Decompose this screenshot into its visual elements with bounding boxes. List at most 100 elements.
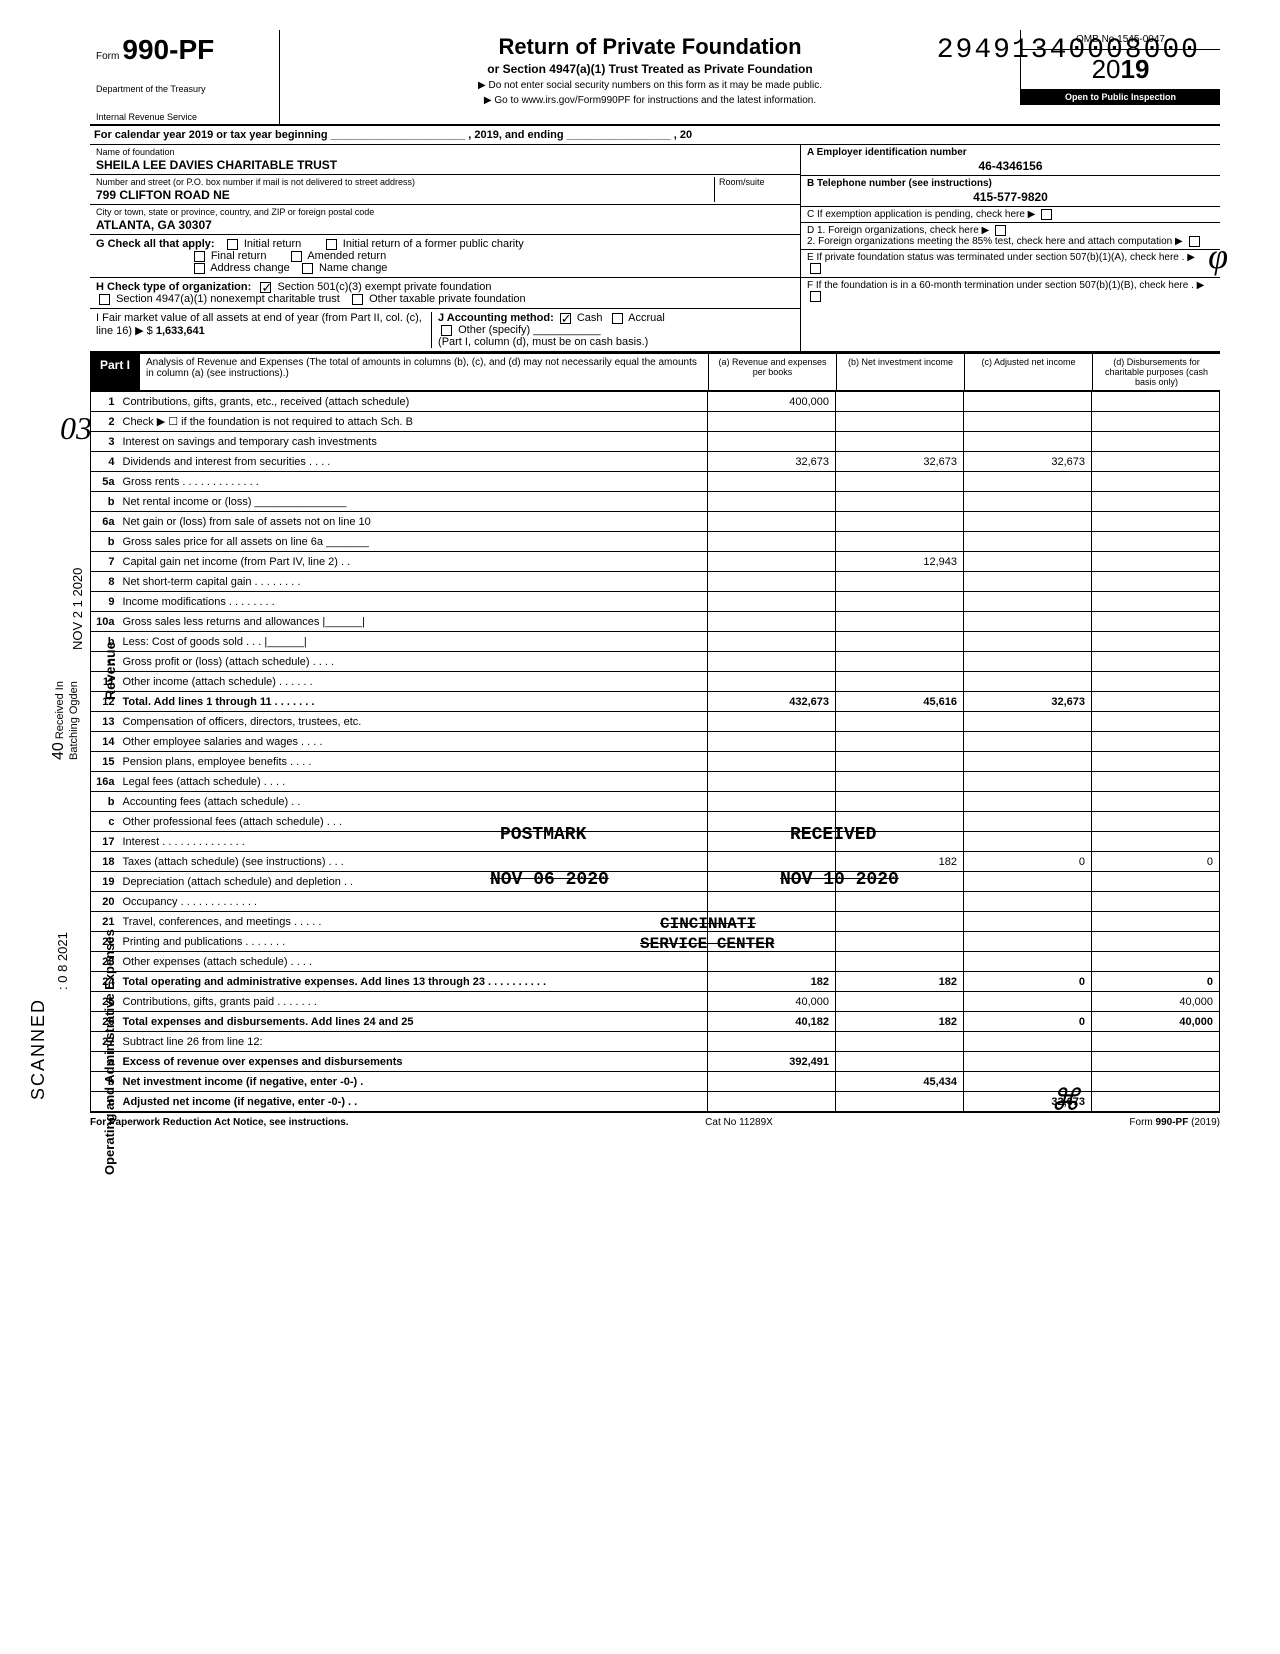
line-desc: Taxes (attach schedule) (see instruction… [119, 852, 708, 872]
amt-col-c: 32,673 [964, 692, 1092, 712]
amt-col-d [1092, 492, 1220, 512]
amt-col-a [708, 712, 836, 732]
amt-col-b [836, 472, 964, 492]
amt-col-c [964, 532, 1092, 552]
amt-col-a [708, 872, 836, 892]
amt-col-d: 40,000 [1092, 992, 1220, 1012]
line-desc: Total operating and administrative expen… [119, 972, 708, 992]
amt-col-a [708, 852, 836, 872]
table-row: 2Check ▶ ☐ if the foundation is not requ… [91, 412, 1220, 432]
ein-value: 46-4346156 [807, 159, 1214, 173]
form-title: Return of Private Foundation [290, 34, 1010, 60]
table-row: 22Printing and publications . . . . . . … [91, 932, 1220, 952]
checkbox-initial-former[interactable] [326, 239, 337, 250]
amt-col-a [708, 892, 836, 912]
checkbox-501c3[interactable] [260, 282, 271, 293]
table-row: 9Income modifications . . . . . . . . [91, 592, 1220, 612]
table-row: 14Other employee salaries and wages . . … [91, 732, 1220, 752]
col-a-header: (a) Revenue and expenses per books [708, 354, 836, 390]
amt-col-c [964, 872, 1092, 892]
checkbox-amended[interactable] [291, 251, 302, 262]
form-word: Form [96, 51, 119, 62]
checkbox-cash[interactable] [560, 313, 571, 324]
checkbox-other-tax[interactable] [352, 294, 363, 305]
amt-col-d: 40,000 [1092, 1012, 1220, 1032]
amt-col-d [1092, 832, 1220, 852]
line-desc: Net rental income or (loss) ____________… [119, 492, 708, 512]
amt-col-c [964, 672, 1092, 692]
line-number: 9 [91, 592, 119, 612]
table-row: 4Dividends and interest from securities … [91, 452, 1220, 472]
line-desc: Total expenses and disbursements. Add li… [119, 1012, 708, 1032]
amt-col-c [964, 1032, 1092, 1052]
phone-label: B Telephone number (see instructions) [807, 178, 1214, 189]
line-number: 7 [91, 552, 119, 572]
table-row: 24Total operating and administrative exp… [91, 972, 1220, 992]
amt-col-d [1092, 932, 1220, 952]
checkbox-final[interactable] [194, 251, 205, 262]
line-desc: Less: Cost of goods sold . . . |______| [119, 632, 708, 652]
amt-col-d [1092, 1052, 1220, 1072]
c-label: C If exemption application is pending, c… [807, 209, 1035, 220]
amt-col-a [708, 632, 836, 652]
line-number: 20 [91, 892, 119, 912]
ssn-note: ▶ Do not enter social security numbers o… [290, 80, 1010, 91]
opt-initial-former: Initial return of a former public charit… [343, 238, 524, 250]
amt-col-a [708, 812, 836, 832]
table-row: aExcess of revenue over expenses and dis… [91, 1052, 1220, 1072]
amt-col-b [836, 512, 964, 532]
checkbox-exemption-pending[interactable] [1041, 209, 1052, 220]
amt-col-d [1092, 1032, 1220, 1052]
amt-col-c [964, 512, 1092, 532]
cat-number: Cat No 11289X [705, 1117, 773, 1128]
checkbox-terminated[interactable] [810, 263, 821, 274]
amt-col-a [708, 612, 836, 632]
table-row: 16aLegal fees (attach schedule) . . . . [91, 772, 1220, 792]
checkbox-60month[interactable] [810, 291, 821, 302]
line-desc: Accounting fees (attach schedule) . . [119, 792, 708, 812]
checkbox-name[interactable] [302, 263, 313, 274]
line-desc: Dividends and interest from securities .… [119, 452, 708, 472]
checkbox-address[interactable] [194, 263, 205, 274]
amt-col-c [964, 392, 1092, 412]
line-desc: Net investment income (if negative, ente… [119, 1072, 708, 1092]
checkbox-foreign[interactable] [995, 225, 1006, 236]
checkbox-accrual[interactable] [612, 313, 623, 324]
line-number: 13 [91, 712, 119, 732]
amt-col-b [836, 712, 964, 732]
col-b-header: (b) Net investment income [836, 354, 964, 390]
amt-col-d [1092, 592, 1220, 612]
amt-col-a: 392,491 [708, 1052, 836, 1072]
table-row: 17Interest . . . . . . . . . . . . . . [91, 832, 1220, 852]
table-row: 18Taxes (attach schedule) (see instructi… [91, 852, 1220, 872]
line-desc: Other employee salaries and wages . . . … [119, 732, 708, 752]
line-desc: Contributions, gifts, grants paid . . . … [119, 992, 708, 1012]
paperwork-notice: For Paperwork Reduction Act Notice, see … [90, 1117, 349, 1128]
line-number: b [91, 532, 119, 552]
city-state-zip: ATLANTA, GA 30307 [96, 218, 794, 232]
amt-col-b [836, 792, 964, 812]
part1-desc: Analysis of Revenue and Expenses (The to… [140, 354, 708, 390]
line-number: 19 [91, 872, 119, 892]
opt-501c3: Section 501(c)(3) exempt private foundat… [277, 281, 491, 293]
amt-col-a: 40,182 [708, 1012, 836, 1032]
checkbox-other-method[interactable] [441, 325, 452, 336]
amt-col-d [1092, 532, 1220, 552]
table-row: 1Contributions, gifts, grants, etc., rec… [91, 392, 1220, 412]
e-label: E If private foundation status was termi… [807, 252, 1179, 263]
amt-col-b: 182 [836, 852, 964, 872]
amt-col-d [1092, 672, 1220, 692]
checkbox-initial[interactable] [227, 239, 238, 250]
opt-accrual: Accrual [628, 312, 665, 324]
amt-col-d [1092, 712, 1220, 732]
amt-col-b: 45,616 [836, 692, 964, 712]
amt-col-c [964, 952, 1092, 972]
checkbox-85pct[interactable] [1189, 236, 1200, 247]
line-number: c [91, 812, 119, 832]
amt-col-b [836, 392, 964, 412]
dln-stamp: 29491340008000 [937, 35, 1200, 66]
amt-col-a: 432,673 [708, 692, 836, 712]
opt-address: Address change [210, 262, 290, 274]
amt-col-b: 182 [836, 972, 964, 992]
checkbox-4947[interactable] [99, 294, 110, 305]
